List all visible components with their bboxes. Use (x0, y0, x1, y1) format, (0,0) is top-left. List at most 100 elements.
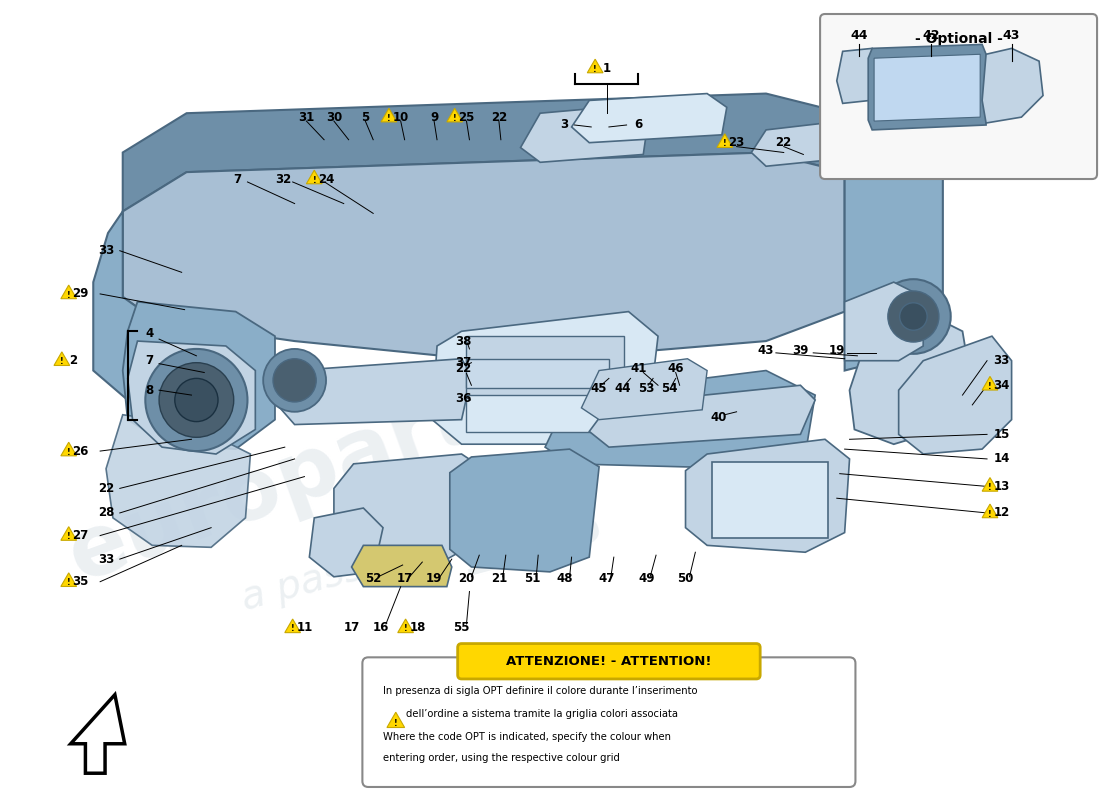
Text: 43: 43 (1003, 30, 1021, 42)
Text: 10: 10 (393, 110, 409, 124)
Circle shape (263, 349, 326, 412)
Polygon shape (982, 478, 998, 491)
Text: 41: 41 (630, 362, 647, 375)
Text: !: ! (988, 483, 992, 492)
Text: ATTENZIONE! - ATTENTION!: ATTENZIONE! - ATTENTION! (506, 654, 712, 668)
Text: Where the code OPT is indicated, specify the colour when: Where the code OPT is indicated, specify… (383, 732, 671, 742)
Text: 55: 55 (453, 622, 470, 634)
Text: 8: 8 (145, 384, 153, 397)
Polygon shape (590, 386, 815, 447)
Text: 52: 52 (365, 572, 382, 586)
Circle shape (160, 362, 233, 438)
Circle shape (273, 358, 316, 402)
Text: 37: 37 (455, 356, 472, 369)
Text: 34: 34 (993, 378, 1010, 392)
Polygon shape (751, 123, 839, 166)
Text: 7: 7 (233, 173, 242, 186)
Text: dell’ordine a sistema tramite la griglia colori associata: dell’ordine a sistema tramite la griglia… (406, 710, 678, 719)
Text: !: ! (593, 65, 597, 74)
Text: 4: 4 (145, 326, 153, 340)
Polygon shape (982, 377, 998, 390)
Polygon shape (352, 546, 452, 586)
Text: 25: 25 (459, 110, 475, 124)
Polygon shape (381, 108, 397, 122)
Polygon shape (285, 619, 300, 633)
Circle shape (145, 349, 248, 451)
Polygon shape (387, 712, 405, 727)
Text: 19: 19 (828, 344, 845, 358)
Text: 17: 17 (396, 572, 412, 586)
Text: 50: 50 (678, 572, 694, 586)
Text: 22: 22 (776, 136, 792, 149)
Text: !: ! (404, 625, 407, 634)
Polygon shape (520, 106, 648, 162)
Polygon shape (54, 352, 69, 366)
Text: a passion for: a passion for (238, 516, 490, 618)
Polygon shape (307, 170, 322, 184)
Polygon shape (279, 358, 472, 425)
Text: 48: 48 (557, 572, 573, 586)
Polygon shape (432, 312, 658, 444)
Text: 19: 19 (426, 572, 442, 586)
FancyBboxPatch shape (458, 643, 760, 679)
Polygon shape (123, 94, 845, 211)
Polygon shape (334, 454, 491, 562)
Polygon shape (587, 59, 603, 73)
Polygon shape (450, 449, 600, 572)
Circle shape (876, 279, 950, 354)
Text: 21: 21 (491, 572, 507, 586)
Polygon shape (982, 48, 1043, 123)
Text: 49: 49 (638, 572, 654, 586)
Text: 12: 12 (993, 506, 1010, 519)
Polygon shape (845, 153, 943, 370)
Text: 18: 18 (409, 622, 426, 634)
Polygon shape (60, 526, 77, 540)
Text: 46: 46 (668, 362, 684, 375)
Text: !: ! (394, 719, 397, 728)
Text: 54: 54 (661, 382, 678, 394)
Text: 28: 28 (98, 506, 114, 519)
Text: 51: 51 (524, 572, 540, 586)
Text: !: ! (60, 358, 64, 366)
Text: 44: 44 (615, 382, 631, 394)
Text: !: ! (723, 139, 727, 148)
Bar (466, 358, 609, 388)
Polygon shape (546, 370, 815, 469)
Text: In presenza di sigla OPT definire il colore durante l’inserimento: In presenza di sigla OPT definire il col… (383, 686, 697, 696)
Polygon shape (398, 619, 414, 633)
Text: 30: 30 (326, 110, 342, 124)
Text: 15: 15 (993, 428, 1010, 441)
Polygon shape (868, 45, 986, 130)
Text: 14: 14 (993, 453, 1010, 466)
Text: - Optional -: - Optional - (914, 31, 1002, 46)
Text: 6: 6 (635, 118, 642, 131)
Polygon shape (123, 302, 275, 449)
Polygon shape (582, 358, 707, 420)
Polygon shape (899, 336, 1012, 454)
Polygon shape (845, 282, 923, 361)
Polygon shape (60, 285, 77, 298)
Polygon shape (447, 108, 463, 122)
Text: 26: 26 (73, 445, 89, 458)
Text: 53: 53 (638, 382, 654, 394)
Text: 33: 33 (993, 354, 1010, 367)
Polygon shape (717, 134, 733, 147)
Text: 31: 31 (298, 110, 315, 124)
Text: 36: 36 (455, 391, 472, 405)
Text: 22: 22 (98, 482, 114, 495)
Text: 16: 16 (373, 622, 389, 634)
Text: 24: 24 (318, 173, 334, 186)
Text: !: ! (387, 114, 390, 122)
Polygon shape (94, 211, 265, 414)
Bar (466, 336, 624, 400)
Text: 47: 47 (598, 572, 615, 586)
Text: 27: 27 (73, 529, 89, 542)
Text: 39: 39 (792, 344, 808, 358)
Text: !: ! (67, 448, 70, 457)
Text: !: ! (67, 578, 70, 587)
Bar (466, 395, 609, 433)
Text: 32: 32 (275, 173, 292, 186)
Polygon shape (106, 414, 251, 547)
Text: 29: 29 (73, 287, 89, 301)
Polygon shape (60, 442, 77, 456)
